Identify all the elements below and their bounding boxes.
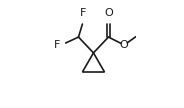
- Text: O: O: [120, 40, 129, 50]
- Text: F: F: [54, 40, 61, 50]
- Text: F: F: [80, 8, 87, 18]
- Text: O: O: [104, 8, 113, 18]
